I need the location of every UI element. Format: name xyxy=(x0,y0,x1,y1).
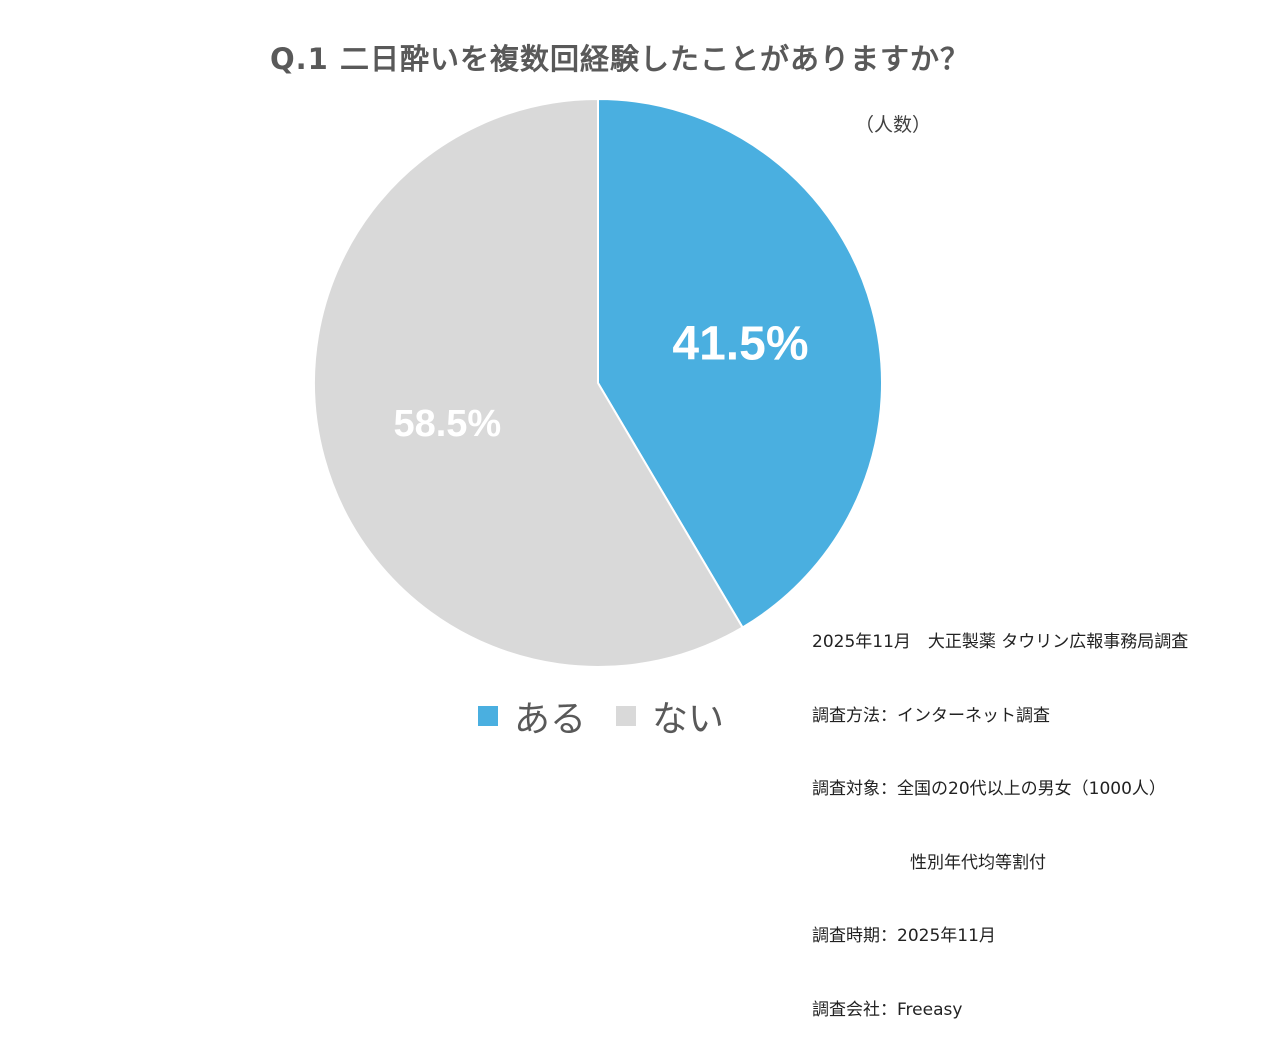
legend-item-nai: ない xyxy=(616,690,724,742)
footnote-line: 性別年代均等割付 xyxy=(812,851,1188,876)
legend-label-aru: ある xyxy=(514,699,587,740)
legend-swatch-aru xyxy=(478,706,498,726)
data-label-aru: 41.5% xyxy=(672,318,808,371)
footnote-text: 2025年11月 xyxy=(897,926,996,946)
footnote-line: 2025年11月 大正製薬 タウリン広報事務局調査 xyxy=(812,630,1188,655)
footnote-text: 性別年代均等割付 xyxy=(910,852,1046,873)
legend-label-nai: ない xyxy=(652,699,725,740)
footnote-line: 調査方法： インターネット調査 xyxy=(812,704,1188,729)
pie-chart: 41.5% 58.5% xyxy=(313,97,883,668)
legend-item-aru: ある xyxy=(478,690,586,742)
chart-title: Q.1 二日酔いを複数回経験したことがありますか？ xyxy=(270,42,970,76)
footnote-key: 調査方法： xyxy=(812,705,897,726)
footnote-key: 調査時期： xyxy=(812,926,897,946)
unit-note: （人数） xyxy=(855,114,932,136)
footnote-line: 調査対象： 全国の20代以上の男女（1000人） xyxy=(812,777,1188,802)
pie-slice-aru xyxy=(597,97,883,629)
footnote-key: 調査会社： xyxy=(812,999,897,1020)
data-label-nai: 58.5% xyxy=(393,403,501,445)
footnote-line: 調査会社： Freeasy xyxy=(812,998,1188,1023)
footnote-text: インターネット調査 xyxy=(897,705,1050,726)
legend-swatch-nai xyxy=(616,706,637,726)
survey-footnote: 2025年11月 大正製薬 タウリン広報事務局調査 調査方法： インターネット調査… xyxy=(812,581,1188,1047)
footnote-text: Freeasy xyxy=(897,999,963,1020)
pie-slice-nai xyxy=(313,97,744,668)
legend: ある ない xyxy=(478,690,754,742)
footnote-line: 調査時期： 2025年11月 xyxy=(812,924,1188,949)
footnote-text: 全国の20代以上の男女（1000人） xyxy=(897,779,1166,799)
footnote-key: 調査対象： xyxy=(812,779,897,799)
footnote-text: 2025年11月 大正製薬 タウリン広報事務局調査 xyxy=(812,632,1189,652)
